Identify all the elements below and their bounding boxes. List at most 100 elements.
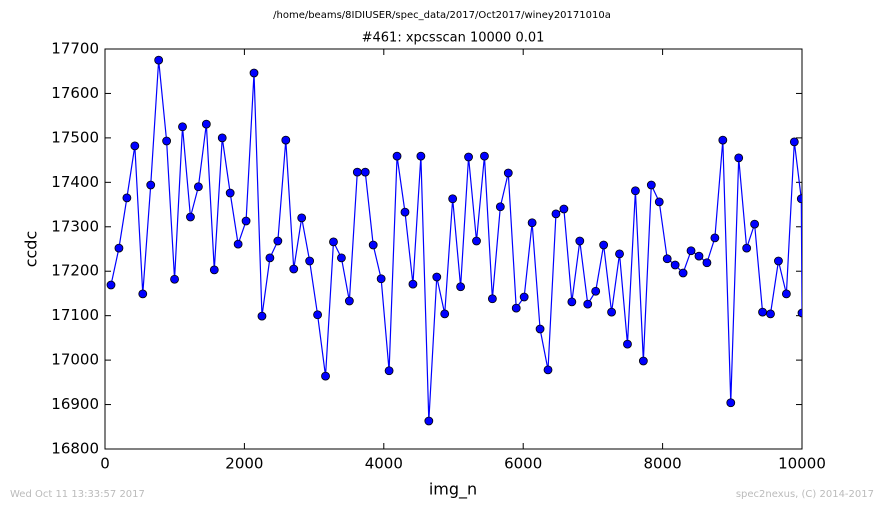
data-point — [170, 274, 179, 284]
data-point — [638, 356, 648, 366]
y-tick-label: 17700 — [51, 40, 99, 58]
footer-left: Wed Oct 11 13:33:57 2017 — [10, 489, 145, 500]
data-point — [225, 188, 235, 198]
data-point — [734, 153, 744, 163]
data-point — [281, 135, 291, 145]
y-tick-label: 17600 — [51, 84, 99, 102]
data-point — [146, 180, 156, 190]
y-tick-label: 17400 — [51, 173, 99, 191]
data-point — [162, 136, 172, 146]
data-point — [233, 239, 243, 249]
data-point — [615, 249, 624, 259]
x-tick-label: 10000 — [778, 455, 826, 473]
data-point — [201, 119, 211, 129]
data-point — [567, 297, 577, 307]
data-point — [416, 151, 426, 161]
data-point — [448, 194, 458, 204]
data-point — [670, 260, 680, 270]
data-point — [559, 204, 569, 214]
data-point — [607, 307, 616, 317]
chart-title: #461: xpcsscan 10000 0.01 — [362, 31, 545, 46]
data-point — [487, 294, 497, 304]
data-point — [257, 311, 267, 321]
y-tick-label: 17100 — [51, 306, 99, 324]
data-point — [178, 122, 187, 132]
data-point — [186, 212, 195, 222]
y-tick-label: 16800 — [51, 440, 99, 458]
data-point — [472, 236, 481, 246]
data-point — [797, 308, 802, 318]
data-point — [106, 280, 116, 290]
data-point — [766, 309, 775, 319]
data-point — [781, 289, 791, 299]
data-point — [209, 265, 219, 275]
y-axis-label: ccdc — [22, 231, 41, 268]
data-point — [527, 218, 537, 228]
data-point — [289, 264, 299, 274]
data-point — [511, 303, 521, 313]
data-point — [265, 253, 275, 263]
x-tick-label: 6000 — [504, 455, 542, 473]
data-point — [623, 339, 632, 349]
data-point — [631, 186, 640, 196]
data-point — [591, 286, 601, 296]
y-tick-label: 17200 — [51, 262, 99, 280]
data-point — [313, 310, 322, 320]
data-point — [368, 240, 378, 250]
data-point — [138, 289, 148, 299]
x-axis-label: img_n — [429, 480, 477, 500]
data-point — [122, 193, 132, 203]
y-tick-label: 16900 — [51, 395, 99, 413]
data-point — [329, 237, 338, 247]
data-point — [575, 236, 585, 246]
data-point — [646, 180, 656, 190]
y-tick-label: 17300 — [51, 217, 99, 235]
data-point — [408, 279, 418, 289]
plot-area — [106, 55, 802, 426]
x-tick-label: 0 — [100, 455, 110, 473]
data-point — [535, 324, 545, 334]
data-point — [686, 246, 696, 256]
data-point — [273, 236, 283, 246]
data-point — [241, 216, 251, 226]
data-point — [551, 209, 561, 219]
data-point — [694, 251, 704, 261]
data-point — [114, 243, 124, 253]
data-point — [742, 243, 752, 253]
data-point — [519, 292, 529, 302]
data-point — [360, 167, 370, 177]
data-point — [774, 256, 783, 266]
data-point — [456, 282, 466, 292]
x-tick-label: 8000 — [644, 455, 682, 473]
data-point — [249, 68, 259, 78]
data-point — [376, 274, 386, 284]
data-point — [193, 182, 203, 192]
footer-right: spec2nexus, (C) 2014-2017 — [736, 489, 874, 500]
data-point — [702, 258, 712, 268]
data-point — [726, 398, 736, 408]
data-point — [384, 366, 394, 376]
data-point — [305, 256, 315, 266]
data-point — [321, 371, 330, 381]
data-point — [796, 194, 802, 204]
super-title: /home/beams/8IDIUSER/spec_data/2017/Oct2… — [273, 10, 611, 21]
data-point — [154, 55, 164, 65]
data-line — [110, 60, 802, 422]
x-tick-label: 4000 — [365, 455, 403, 473]
data-point — [130, 141, 140, 151]
data-point — [678, 268, 688, 278]
data-point — [543, 365, 553, 375]
data-point — [583, 299, 593, 309]
plot-frame — [104, 48, 803, 450]
data-point — [710, 233, 720, 243]
data-point — [503, 168, 513, 178]
x-tick-label: 2000 — [225, 455, 263, 473]
data-point — [337, 253, 346, 263]
data-point — [297, 213, 307, 223]
data-point — [758, 307, 767, 317]
data-point — [424, 416, 434, 426]
data-point — [392, 151, 402, 161]
data-point — [662, 254, 672, 264]
data-point — [718, 135, 728, 145]
